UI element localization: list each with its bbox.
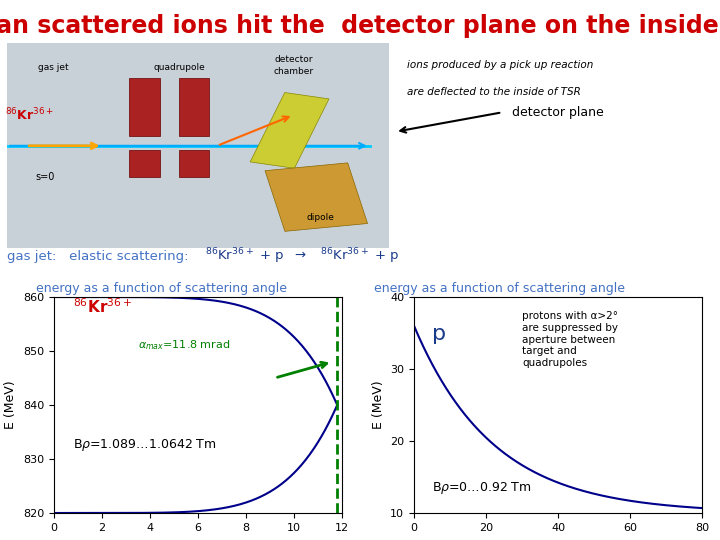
Text: $^{86}$Kr$^{36+}$: $^{86}$Kr$^{36+}$ bbox=[73, 298, 132, 316]
Text: gas jet:   elastic scattering:: gas jet: elastic scattering: bbox=[7, 250, 189, 263]
Text: detector: detector bbox=[274, 55, 312, 64]
Text: $^{86}$Kr$^{36+}$: $^{86}$Kr$^{36+}$ bbox=[5, 107, 54, 123]
Text: chamber: chamber bbox=[274, 68, 313, 77]
Bar bbox=[250, 92, 329, 168]
Text: $\alpha_{max}$=11.8 mrad: $\alpha_{max}$=11.8 mrad bbox=[138, 338, 230, 352]
Text: are deflected to the inside of TSR: are deflected to the inside of TSR bbox=[407, 87, 580, 97]
Text: Can scattered ions hit the  detector plane on the inside ?: Can scattered ions hit the detector plan… bbox=[0, 14, 720, 37]
Text: p: p bbox=[432, 324, 446, 344]
Text: ions produced by a pick up reaction: ions produced by a pick up reaction bbox=[407, 60, 593, 70]
Text: detector plane: detector plane bbox=[512, 106, 603, 119]
Bar bbox=[179, 150, 210, 177]
Y-axis label: E (MeV): E (MeV) bbox=[4, 381, 17, 429]
Bar bbox=[265, 163, 368, 231]
Bar bbox=[130, 150, 160, 177]
Text: quadrupole: quadrupole bbox=[153, 63, 204, 72]
Bar bbox=[179, 78, 210, 136]
Text: $^{86}$Kr$^{36+}$ + p  $\rightarrow$   $^{86}$Kr$^{36+}$ + p: $^{86}$Kr$^{36+}$ + p $\rightarrow$ $^{8… bbox=[205, 247, 400, 266]
Text: protons with α>2°
are suppressed by
aperture between
target and
quadrupoles: protons with α>2° are suppressed by aper… bbox=[522, 312, 618, 368]
X-axis label: $\alpha$ (mrad): $\alpha$ (mrad) bbox=[170, 538, 226, 540]
Text: B$\rho$=1.089…1.0642 Tm: B$\rho$=1.089…1.0642 Tm bbox=[73, 437, 217, 453]
Text: energy as a function of scattering angle: energy as a function of scattering angle bbox=[36, 282, 287, 295]
Y-axis label: E (MeV): E (MeV) bbox=[372, 381, 384, 429]
Text: gas jet: gas jet bbox=[37, 63, 68, 72]
Text: B$\rho$=0…0.92 Tm: B$\rho$=0…0.92 Tm bbox=[432, 481, 531, 496]
Text: energy as a function of scattering angle: energy as a function of scattering angle bbox=[374, 282, 626, 295]
Text: s=0: s=0 bbox=[36, 172, 55, 181]
Text: dipole: dipole bbox=[306, 213, 334, 222]
X-axis label: $\alpha$ (degree): $\alpha$ (degree) bbox=[524, 538, 592, 540]
Bar bbox=[130, 78, 160, 136]
